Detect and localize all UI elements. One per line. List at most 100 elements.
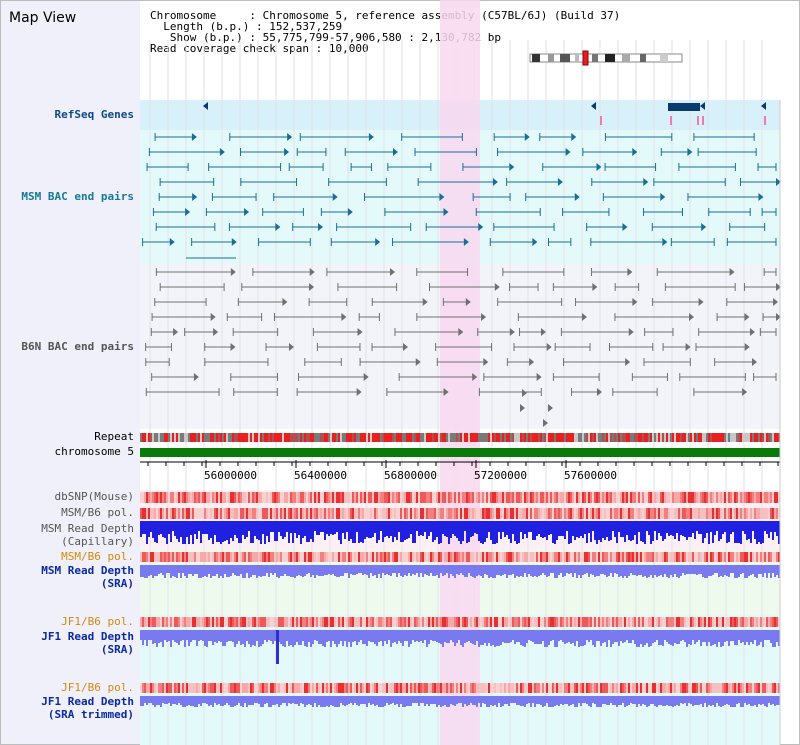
jf1-pol-2-cell	[266, 683, 268, 693]
dbsnp-cell	[226, 492, 228, 503]
jf1-depth-sra-bar	[250, 630, 252, 647]
msm-pol-cell	[212, 508, 214, 519]
dbsnp-cell	[276, 492, 278, 503]
msm-depth-sra-bar	[668, 565, 670, 578]
msm-depth-sra-bar	[278, 565, 280, 578]
jf1-pol-cell	[712, 617, 714, 627]
b6n-bac-pair-arrow	[230, 343, 236, 351]
msm-pol-cell	[716, 508, 718, 519]
jf1-pol-cell	[550, 617, 552, 627]
repeat-segment	[232, 433, 234, 442]
jf1-pol-2-cell	[684, 683, 686, 693]
jf1-depth-trim-bar	[458, 696, 460, 703]
msm-pol-cell	[588, 508, 590, 519]
jf1-pol-cell	[218, 617, 220, 627]
jf1-pol-cell	[162, 617, 164, 627]
repeat-segment	[492, 433, 494, 442]
msm-depth-sra-bar	[302, 565, 304, 577]
jf1-pol-cell	[310, 617, 312, 627]
msm-pol-cell	[732, 508, 734, 519]
jf1-depth-trim-bar	[400, 696, 402, 704]
msm-depth-cap-bar	[520, 521, 522, 532]
dbsnp-cell	[148, 492, 150, 503]
msm-depth-cap-bar	[558, 521, 560, 536]
jf1-pol-2-cell	[448, 683, 450, 693]
msm-pol-2-cell	[310, 552, 312, 562]
msm-depth-cap-bar	[776, 521, 778, 536]
msm-depth-cap-bar	[326, 521, 328, 534]
b6n-bac-pair-arrow	[546, 343, 552, 351]
msm-depth-sra-bar	[480, 565, 482, 576]
repeat-segment	[356, 433, 358, 442]
msm-bac-pair-arrow	[317, 223, 323, 231]
dbsnp-cell	[312, 492, 314, 503]
jf1-depth-trim-bar	[540, 696, 542, 705]
msm-pol-cell	[428, 508, 430, 519]
msm-depth-cap-bar	[482, 521, 484, 544]
jf1-depth-trim-bar	[658, 696, 660, 705]
msm-depth-cap-bar	[150, 521, 152, 532]
repeat-segment	[588, 433, 590, 442]
jf1-pol-cell	[666, 617, 668, 627]
jf1-pol-cell	[352, 617, 354, 627]
dbsnp-cell	[256, 492, 258, 503]
jf1-pol-2-cell	[324, 683, 326, 693]
jf1-depth-sra-bar	[580, 630, 582, 646]
repeat-segment	[282, 433, 284, 442]
msm-pol-cell	[142, 508, 144, 519]
msm-pol-2-cell	[624, 552, 626, 562]
jf1-depth-sra-bar	[648, 630, 650, 647]
msm-pol-cell	[414, 508, 416, 519]
msm-depth-sra-bar	[666, 565, 668, 577]
msm-pol-cell	[508, 508, 510, 519]
msm-depth-cap-bar	[296, 521, 298, 538]
msm-pol-cell	[480, 508, 482, 519]
jf1-pol-cell	[286, 617, 288, 627]
jf1-depth-sra-bar	[588, 630, 590, 642]
jf1-pol-2-cell	[674, 683, 676, 693]
msm-depth-sra-bar	[500, 565, 502, 576]
refseq-marker	[600, 116, 602, 125]
track-label-msm-bac[interactable]: MSM BAC end pairs	[21, 190, 134, 203]
jf1-pol-2-cell	[408, 683, 410, 693]
msm-bac-pair-arrow	[463, 238, 469, 246]
jf1-depth-trim-bar	[592, 696, 594, 703]
dbsnp-cell	[588, 492, 590, 503]
jf1-pol-cell	[198, 617, 200, 627]
msm-depth-sra-bar	[612, 565, 614, 577]
msm-pol-2-cell	[734, 552, 736, 562]
msm-pol-2-cell	[272, 552, 274, 562]
jf1-depth-trim-bar	[148, 696, 150, 703]
track-label-b6n-bac[interactable]: B6N BAC end pairs	[21, 340, 134, 353]
jf1-pol-cell	[478, 617, 480, 627]
repeat-segment	[176, 433, 178, 442]
track-label-refseq[interactable]: RefSeq Genes	[54, 108, 134, 121]
repeat-segment	[414, 433, 416, 442]
msm-pol-cell	[198, 508, 200, 519]
msm-pol-2-cell	[704, 552, 706, 562]
b6n-bac-pair-arrow	[744, 343, 750, 351]
msm-depth-sra-bar	[728, 565, 730, 577]
jf1-pol-cell	[476, 617, 478, 627]
jf1-pol-2-cell	[690, 683, 692, 693]
msm-depth-sra-bar	[506, 565, 508, 578]
jf1-pol-cell	[142, 617, 144, 627]
msm-pol-2-cell	[286, 552, 288, 562]
jf1-depth-trim-bar	[254, 696, 256, 703]
jf1-pol-cell	[140, 617, 142, 627]
repeat-segment	[536, 433, 538, 442]
jf1-pol-2-cell	[374, 683, 376, 693]
jf1-pol-cell	[628, 617, 630, 627]
jf1-pol-2-cell	[764, 683, 766, 693]
msm-depth-cap-bar	[390, 521, 392, 536]
msm-depth-sra-bar	[526, 565, 528, 577]
msm-pol-cell	[302, 508, 304, 519]
jf1-depth-trim-bar	[660, 696, 662, 705]
msm-pol-cell	[214, 508, 216, 519]
msm-depth-sra-bar	[328, 565, 330, 574]
dbsnp-cell	[672, 492, 674, 503]
msm-depth-cap-bar	[162, 521, 164, 537]
dbsnp-cell	[356, 492, 358, 503]
msm-depth-cap-bar	[752, 521, 754, 531]
